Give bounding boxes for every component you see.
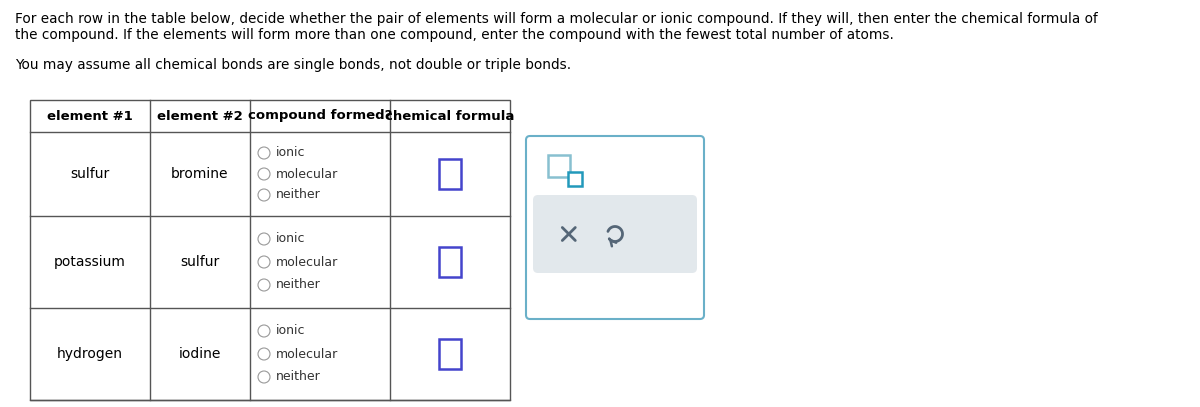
Circle shape [258, 256, 270, 268]
Text: element #1: element #1 [47, 109, 133, 123]
Text: molecular: molecular [276, 348, 338, 361]
Text: ionic: ionic [276, 147, 306, 160]
Text: potassium: potassium [54, 255, 126, 269]
Text: bromine: bromine [172, 167, 229, 181]
Circle shape [258, 348, 270, 360]
Circle shape [258, 325, 270, 337]
Circle shape [258, 168, 270, 180]
Text: sulfur: sulfur [180, 255, 220, 269]
Bar [30, 100, 510, 400]
Circle shape [258, 279, 270, 291]
Circle shape [258, 233, 270, 245]
Text: hydrogen: hydrogen [58, 347, 124, 361]
Text: neither: neither [276, 188, 320, 201]
Text: You may assume all chemical bonds are single bonds, not double or triple bonds.: You may assume all chemical bonds are si… [14, 58, 571, 72]
Text: sulfur: sulfur [71, 167, 109, 181]
Text: chemical formula: chemical formula [385, 109, 515, 123]
Circle shape [258, 189, 270, 201]
Text: neither: neither [276, 370, 320, 383]
Bar [548, 155, 570, 177]
Text: For each row in the table below, decide whether the pair of elements will form a: For each row in the table below, decide … [14, 12, 1098, 26]
Bar [439, 339, 461, 369]
Text: ?: ? [656, 225, 666, 243]
Text: ionic: ionic [276, 232, 306, 245]
Circle shape [258, 147, 270, 159]
Bar [439, 159, 461, 189]
Bar [439, 247, 461, 277]
Bar [568, 172, 582, 186]
Text: the compound. If the elements will form more than one compound, enter the compou: the compound. If the elements will form … [14, 28, 894, 42]
Text: molecular: molecular [276, 256, 338, 269]
Circle shape [258, 371, 270, 383]
Text: ionic: ionic [276, 324, 306, 337]
FancyBboxPatch shape [526, 136, 704, 319]
Text: neither: neither [276, 278, 320, 291]
Text: molecular: molecular [276, 168, 338, 180]
Text: element #2: element #2 [157, 109, 242, 123]
Text: iodine: iodine [179, 347, 221, 361]
Text: compound formed?: compound formed? [248, 109, 392, 123]
FancyBboxPatch shape [533, 195, 697, 273]
